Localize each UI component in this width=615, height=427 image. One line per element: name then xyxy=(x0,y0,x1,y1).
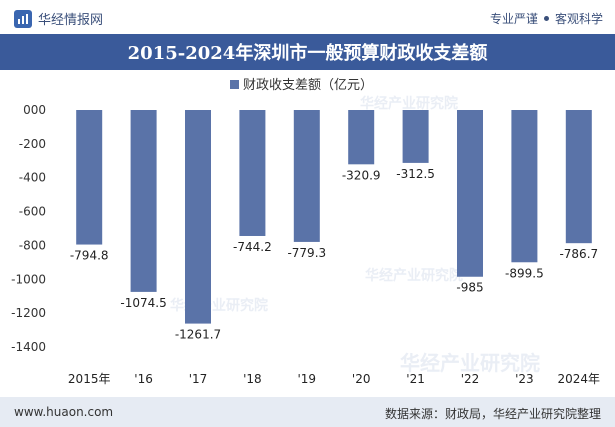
bar xyxy=(239,110,266,236)
y-tick-label: -800 xyxy=(19,238,46,252)
legend-swatch xyxy=(230,80,239,89)
top-bar: 华经情报网 专业严谨 客观科学 xyxy=(0,0,615,34)
x-tick-label: '22 xyxy=(461,372,480,386)
watermark-text: 华经产业研究院 xyxy=(400,351,540,375)
x-tick-label: '21 xyxy=(406,372,425,386)
y-tick-label: -1200 xyxy=(11,306,46,320)
y-tick-label: -1400 xyxy=(11,340,46,354)
bar xyxy=(457,110,483,277)
bar-value-label: -312.5 xyxy=(396,167,435,181)
y-tick-label: -200 xyxy=(19,137,46,151)
x-tick-label: '16 xyxy=(134,372,153,386)
x-tick-label: 2015年 xyxy=(68,372,111,386)
bar xyxy=(130,110,157,292)
bar xyxy=(76,110,103,245)
bar xyxy=(402,110,429,163)
bar-value-label: -320.9 xyxy=(342,168,381,182)
watermark-text: 华经产业研究院 xyxy=(365,267,463,284)
bars: -794.8 -1074.5 -1261.7 -744.2 -779.3 -320.9 -3… xyxy=(70,110,598,342)
chart-legend: 财政收支差额（亿元） xyxy=(230,78,373,93)
slogan-tag-1: 专业严谨 xyxy=(489,12,538,26)
watermark-text: 华经产业研究院 xyxy=(170,297,268,314)
y-tick-label: 000 xyxy=(23,103,46,117)
slogan-tags: 专业严谨 客观科学 xyxy=(490,10,603,27)
watermark-text: 华经产业研究院 xyxy=(360,95,458,112)
slogan-tag-2: 客观科学 xyxy=(554,12,603,26)
footer-source: 数据来源：财政局，华经产业研究院整理 xyxy=(384,407,601,421)
footer: www.huaon.com 数据来源：财政局，华经产业研究院整理 xyxy=(0,397,615,427)
bar-value-label: -1074.5 xyxy=(120,296,166,310)
y-axis: 000 -200 -400 -600 -800 -1000 -1200 -1400 xyxy=(11,103,46,354)
bar xyxy=(511,110,538,263)
bar-value-label: -744.2 xyxy=(233,240,272,254)
brand: 华经情报网 xyxy=(14,9,103,28)
bar-value-label: -1261.7 xyxy=(175,328,221,342)
brand-logo-icon xyxy=(14,9,32,28)
chart-title: 2015-2024年深圳市一般预算财政收支差额 xyxy=(127,43,488,64)
x-tick-label: '17 xyxy=(189,372,208,386)
brand-name: 华经情报网 xyxy=(38,13,104,28)
bar-value-label: -794.8 xyxy=(70,249,109,263)
bar xyxy=(348,110,375,165)
x-tick-label: '18 xyxy=(243,372,262,386)
bar xyxy=(185,110,211,324)
y-tick-label: -1000 xyxy=(11,272,46,286)
bar-value-label: -779.3 xyxy=(287,246,326,260)
x-tick-label: '23 xyxy=(515,372,534,386)
x-tick-label: '19 xyxy=(298,372,317,386)
x-axis: 2015年 '16 '17 '18 '19 '20 '21 '22 '23 2024年 xyxy=(68,372,600,386)
bar-value-label: -985 xyxy=(456,281,483,295)
bar xyxy=(293,110,320,242)
y-tick-label: -600 xyxy=(19,205,46,219)
bar-value-label: -899.5 xyxy=(505,266,544,280)
bar xyxy=(565,110,592,244)
legend-label: 财政收支差额（亿元） xyxy=(243,78,373,93)
x-tick-label: 2024年 xyxy=(558,372,601,386)
bar-value-label: -786.7 xyxy=(559,247,598,261)
bullet-dot-icon xyxy=(543,16,549,21)
footer-website: www.huaon.com xyxy=(14,405,114,419)
x-tick-label: '20 xyxy=(352,372,371,386)
title-band: 2015-2024年深圳市一般预算财政收支差额 xyxy=(0,34,615,70)
y-tick-label: -400 xyxy=(19,171,46,185)
